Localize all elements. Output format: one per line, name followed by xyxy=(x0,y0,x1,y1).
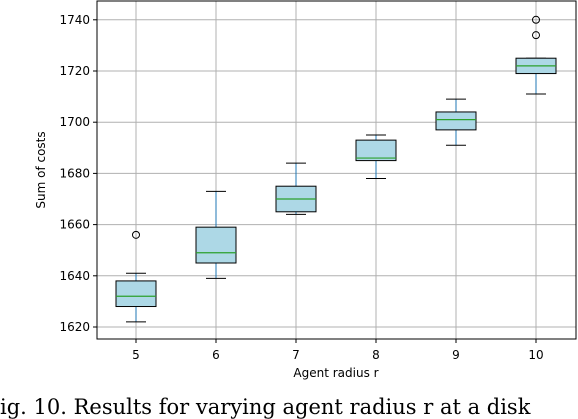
boxplot-chart: 1620 1640 1660 1680 1700 1720 1740 5 6 7 8 9 10 Age… xyxy=(34,0,577,380)
box-group-8 xyxy=(355,134,397,180)
x-tick-label: 10 xyxy=(528,348,543,362)
x-tick-label: 6 xyxy=(212,348,220,362)
y-tick-label: 1700 xyxy=(59,115,90,129)
x-axis-ticks: 5 6 7 8 9 10 xyxy=(132,339,544,362)
outlier-point xyxy=(532,31,540,40)
outlier-point xyxy=(132,230,140,239)
box-iqr xyxy=(115,280,157,308)
y-tick-label: 1640 xyxy=(59,269,90,283)
box-group-6 xyxy=(195,190,237,279)
x-tick-label: 9 xyxy=(452,348,460,362)
x-tick-label: 5 xyxy=(132,348,140,362)
box-group-7 xyxy=(275,162,317,215)
box-group-9 xyxy=(435,98,477,146)
y-axis-label: Sum of costs xyxy=(34,131,48,208)
figure-caption: ig. 10. Results for varying agent radius… xyxy=(0,395,531,419)
y-tick-label: 1660 xyxy=(59,218,90,232)
y-axis-ticks: 1620 1640 1660 1680 1700 1720 1740 xyxy=(59,13,97,334)
box-group-5 xyxy=(115,230,157,323)
plot-frame xyxy=(96,0,577,340)
box-iqr xyxy=(195,226,237,264)
y-tick-label: 1620 xyxy=(59,320,90,334)
y-tick-label: 1720 xyxy=(59,64,90,78)
box-series xyxy=(115,15,557,323)
outlier-point xyxy=(532,15,540,24)
y-tick-label: 1740 xyxy=(59,13,90,27)
box-iqr xyxy=(435,111,477,131)
box-iqr xyxy=(355,139,397,162)
x-tick-label: 8 xyxy=(372,348,380,362)
x-axis-label: Agent radius r xyxy=(293,366,378,380)
grid-lines xyxy=(97,1,576,339)
y-tick-label: 1680 xyxy=(59,166,90,180)
x-tick-label: 7 xyxy=(292,348,300,362)
box-group-10 xyxy=(515,15,557,95)
